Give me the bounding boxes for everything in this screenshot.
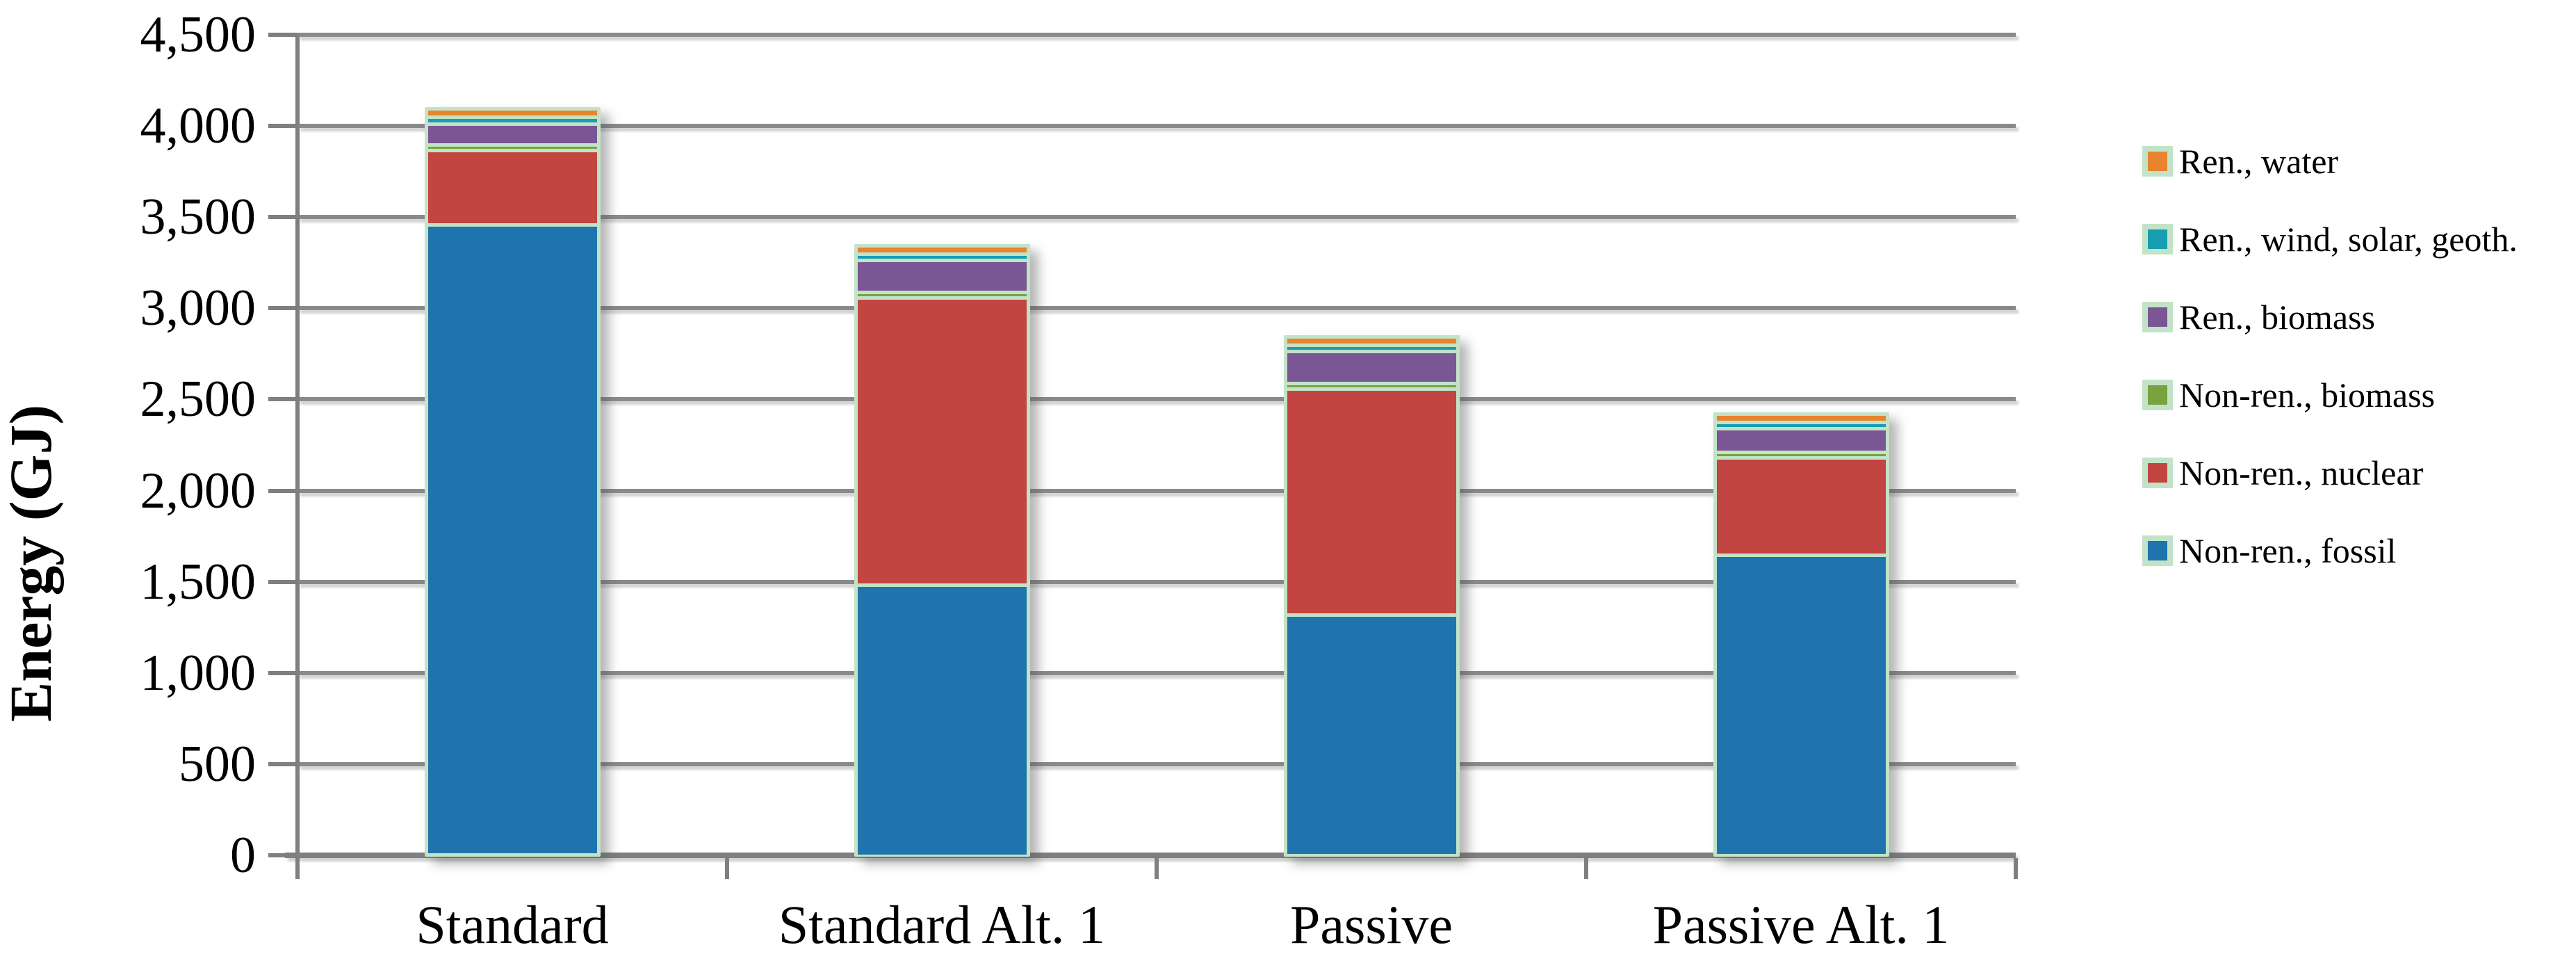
legend-item: Non-ren., nuclear (2142, 453, 2518, 492)
bar-segment (1287, 339, 1456, 344)
bar-standard (424, 107, 601, 857)
bar-segment (857, 299, 1027, 583)
legend-item: Ren., biomass (2142, 298, 2518, 337)
legend-swatch-icon (2142, 380, 2173, 410)
y-axis-tick (268, 33, 297, 37)
x-axis-label: Passive (1290, 894, 1453, 955)
legend-label: Non-ren., fossil (2179, 531, 2397, 570)
bar-segment (1287, 353, 1456, 382)
y-axis-tick (268, 670, 297, 675)
bar-segment (1716, 454, 1886, 457)
x-axis-tick (1584, 858, 1588, 879)
y-axis-tick-label: 4,500 (140, 6, 256, 63)
legend-label: Non-ren., biomass (2179, 375, 2435, 414)
y-axis-tick-label: 3,000 (140, 280, 256, 337)
y-axis-tick-label: 500 (179, 735, 256, 793)
legend-item: Ren., water (2142, 142, 2518, 181)
y-axis-tick-label: 2,000 (140, 462, 256, 519)
x-axis-tick (1155, 858, 1159, 879)
x-axis-label: Standard Alt. 1 (778, 894, 1106, 955)
bar-passive (1283, 335, 1460, 857)
legend-swatch-icon (2142, 146, 2173, 177)
y-axis-tick (268, 579, 297, 584)
y-axis-tick-label: 2,500 (140, 371, 256, 428)
gridline (297, 488, 2016, 493)
bar-segment (857, 247, 1027, 252)
y-axis-tick (268, 215, 297, 220)
x-axis-line (285, 853, 2016, 858)
legend-item: Non-ren., fossil (2142, 531, 2518, 570)
x-axis-label: Passive Alt. 1 (1652, 894, 1950, 955)
legend: Ren., water Ren., wind, solar, geoth. Ren.… (2142, 142, 2518, 609)
y-axis-tick-label: 0 (230, 827, 256, 884)
legend-swatch-icon (2142, 458, 2173, 488)
x-axis-tick (295, 858, 300, 879)
y-axis-line (295, 35, 300, 878)
legend-label: Ren., biomass (2179, 298, 2375, 337)
gridline (297, 215, 2016, 220)
bar-segment (1287, 391, 1456, 614)
bar-segment (1716, 460, 1886, 554)
y-axis-tick (268, 761, 297, 766)
bar-segment (1716, 557, 1886, 855)
legend-label: Non-ren., nuclear (2179, 453, 2424, 492)
y-axis-tick (268, 306, 297, 311)
y-axis-tick (268, 124, 297, 129)
legend-swatch-icon (2142, 302, 2173, 332)
gridline (297, 579, 2016, 584)
y-axis-tick (268, 488, 297, 493)
bar-segment (427, 147, 597, 150)
bar-segment (427, 227, 597, 854)
legend-swatch-icon (2142, 224, 2173, 255)
bar-segment (427, 126, 597, 144)
y-axis-tick (268, 397, 297, 402)
bar-passive-alt-1 (1713, 412, 1889, 857)
bar-segment (1287, 617, 1456, 855)
gridline (297, 124, 2016, 129)
bar-segment (857, 586, 1027, 855)
legend-label: Ren., water (2179, 142, 2339, 181)
x-axis-tick (725, 858, 729, 879)
y-axis-tick (268, 853, 297, 857)
legend-item: Non-ren., biomass (2142, 375, 2518, 414)
y-axis-tick-label: 4,000 (140, 97, 256, 155)
bar-segment (857, 255, 1027, 259)
legend-swatch-icon (2142, 535, 2173, 566)
bar-segment (427, 152, 597, 224)
legend-label: Ren., wind, solar, geoth. (2179, 220, 2518, 259)
y-axis-tick-label: 1,000 (140, 644, 256, 702)
bar-segment (427, 111, 597, 116)
bar-segment (1287, 385, 1456, 388)
bar-segment (1716, 424, 1886, 428)
x-axis-label: Standard (416, 894, 609, 955)
bar-standard-alt-1 (854, 243, 1030, 857)
gridline (297, 306, 2016, 311)
bar-segment (427, 119, 597, 123)
gridline (297, 33, 2016, 37)
bar-segment (1716, 430, 1886, 451)
bar-segment (857, 261, 1027, 291)
bar-segment (1287, 347, 1456, 350)
y-axis-tick-label: 3,500 (140, 188, 256, 246)
legend-item: Ren., wind, solar, geoth. (2142, 220, 2518, 259)
x-axis-tick (2014, 858, 2018, 879)
gridline (297, 670, 2016, 675)
bar-segment (857, 293, 1027, 296)
bar-segment (1716, 416, 1886, 421)
y-axis-tick-label: 1,500 (140, 553, 256, 611)
gridline (297, 397, 2016, 402)
gridline (297, 761, 2016, 766)
